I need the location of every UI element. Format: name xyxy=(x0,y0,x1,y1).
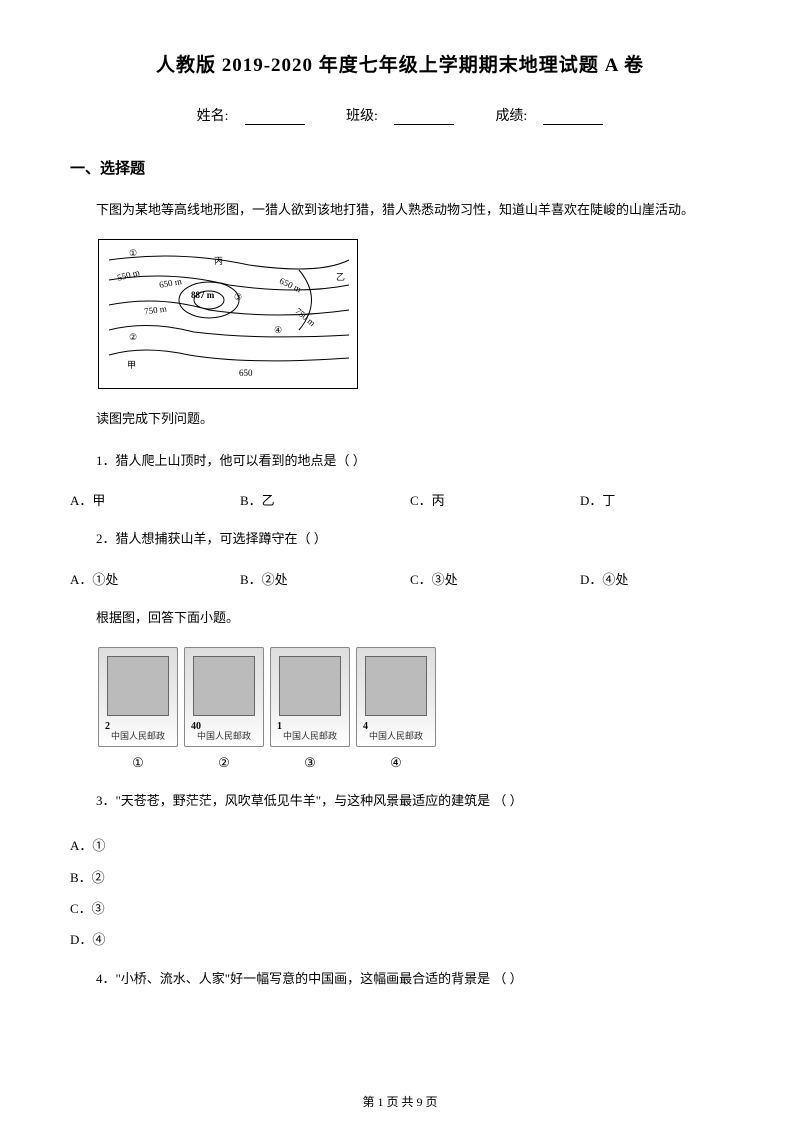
stamp-caption: 中国人民邮政 xyxy=(185,729,263,742)
question-2-options: A．①处 B．②处 C．③处 D．④处 xyxy=(70,569,730,588)
stamp-number-1: ① xyxy=(98,755,178,771)
question-3: 3．"天苍苍，野茫茫，风吹草低见牛羊"，与这种风景最适应的建筑是 （ ） xyxy=(70,789,730,812)
q2-opt-a[interactable]: A．①处 xyxy=(70,569,240,588)
contour-map-figure: ① 丙 乙 550 m 650 m 887 m ③ 650 m 750 m ② … xyxy=(98,239,730,389)
q3-opt-c[interactable]: C．③ xyxy=(70,893,730,924)
q1-opt-d[interactable]: D．丁 xyxy=(580,490,730,509)
stamp-2: 40 中国人民邮政 xyxy=(184,647,264,747)
read-prompt: 读图完成下列问题。 xyxy=(70,407,730,430)
page-title: 人教版 2019-2020 年度七年级上学期期末地理试题 A 卷 xyxy=(70,50,730,77)
intro-paragraph-1: 下图为某地等高线地形图，一猎人欲到该地打猎，猎人熟悉动物习性，知道山羊喜欢在陡峻… xyxy=(70,198,730,221)
intro-paragraph-2: 根据图，回答下面小题。 xyxy=(70,606,730,629)
stamp-3: 1 中国人民邮政 xyxy=(270,647,350,747)
page-footer: 第 1 页 共 9 页 xyxy=(0,1093,800,1110)
map-label: ④ xyxy=(274,325,282,336)
q1-opt-c[interactable]: C．丙 xyxy=(410,490,580,509)
name-label: 姓名: xyxy=(197,109,229,124)
stamp-1: 2 中国人民邮政 xyxy=(98,647,178,747)
q2-opt-c[interactable]: C．③处 xyxy=(410,569,580,588)
section-1-header: 一、选择题 xyxy=(70,157,730,178)
map-label: ① xyxy=(129,248,137,259)
q1-opt-a[interactable]: A．甲 xyxy=(70,490,240,509)
contour-svg xyxy=(99,240,358,389)
map-label: 650 xyxy=(239,368,253,378)
stamps-figure: 2 中国人民邮政 40 中国人民邮政 1 中国人民邮政 4 中国人民邮政 xyxy=(98,647,730,747)
score-blank[interactable] xyxy=(543,111,603,125)
q2-opt-d[interactable]: D．④处 xyxy=(580,569,730,588)
map-label: ③ xyxy=(234,292,242,303)
map-label: 乙 xyxy=(336,270,345,283)
stamp-caption: 中国人民邮政 xyxy=(99,729,177,742)
stamp-number-2: ② xyxy=(184,755,264,771)
stamp-caption: 中国人民邮政 xyxy=(271,729,349,742)
question-3-options: A．① B．② C．③ D．④ xyxy=(70,830,730,955)
q3-opt-a[interactable]: A．① xyxy=(70,830,730,861)
class-blank[interactable] xyxy=(394,111,454,125)
q1-opt-b[interactable]: B．乙 xyxy=(240,490,410,509)
q2-opt-b[interactable]: B．②处 xyxy=(240,569,410,588)
name-blank[interactable] xyxy=(245,111,305,125)
question-4: 4．"小桥、流水、人家"好一幅写意的中国画，这幅画最合适的背景是 （ ） xyxy=(70,967,730,990)
map-label: 丙 xyxy=(214,254,223,267)
question-1-options: A．甲 B．乙 C．丙 D．丁 xyxy=(70,490,730,509)
stamp-caption: 中国人民邮政 xyxy=(357,729,435,742)
map-label: 887 m xyxy=(191,290,214,300)
map-label: 甲 xyxy=(127,358,136,371)
stamp-number-4: ④ xyxy=(356,755,436,771)
stamp-4: 4 中国人民邮政 xyxy=(356,647,436,747)
student-info-line: 姓名: 班级: 成绩: xyxy=(70,105,730,125)
stamp-numbers: ① ② ③ ④ xyxy=(98,755,730,771)
class-label: 班级: xyxy=(346,109,378,124)
score-label: 成绩: xyxy=(495,109,527,124)
question-1: 1．猎人爬上山顶时，他可以看到的地点是（ ） xyxy=(70,449,730,472)
question-2: 2．猎人想捕获山羊，可选择蹲守在（ ） xyxy=(70,527,730,550)
contour-map: ① 丙 乙 550 m 650 m 887 m ③ 650 m 750 m ② … xyxy=(98,239,358,389)
q3-opt-b[interactable]: B．② xyxy=(70,862,730,893)
stamp-number-3: ③ xyxy=(270,755,350,771)
map-label: ② xyxy=(129,332,137,343)
q3-opt-d[interactable]: D．④ xyxy=(70,924,730,955)
